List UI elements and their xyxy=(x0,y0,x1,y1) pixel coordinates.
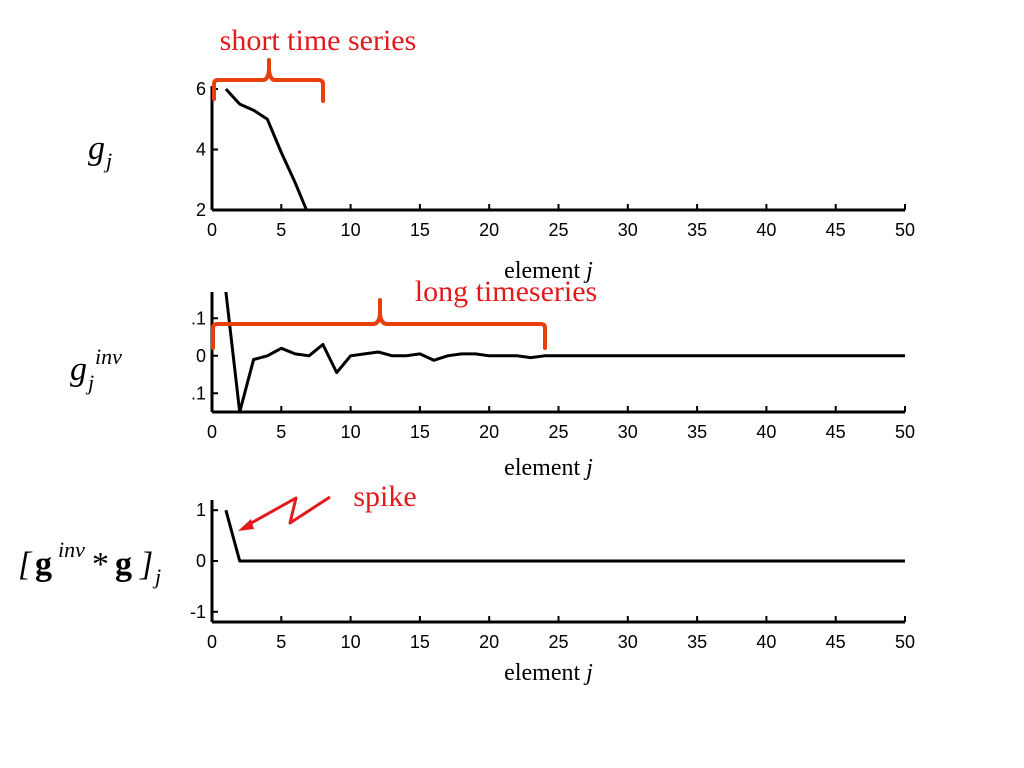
series-line xyxy=(224,291,905,412)
x-tick-label: 5 xyxy=(276,220,286,240)
row-label-middle-base: g xyxy=(70,351,87,388)
x-tick-label: 50 xyxy=(895,632,915,652)
row-label-bottom-open: [ xyxy=(18,546,33,583)
y-tick-label: 6 xyxy=(196,79,206,99)
row-label-middle: g j inv xyxy=(70,344,122,395)
annotation-short: short time series xyxy=(212,24,417,103)
x-tick-label: 40 xyxy=(756,220,776,240)
annotation-long: long timeseries xyxy=(211,275,597,350)
x-tick-label: 0 xyxy=(207,220,217,240)
x-tick-label: 15 xyxy=(410,632,430,652)
x-tick-label: 10 xyxy=(341,220,361,240)
long-bracket xyxy=(211,298,547,350)
x-tick-label: 35 xyxy=(687,220,707,240)
x-tick-label: 5 xyxy=(276,422,286,442)
row-label-top-sub: j xyxy=(103,148,112,173)
row-label-bottom-sub: j xyxy=(152,564,161,589)
row-label-bottom-star: * xyxy=(92,546,109,583)
chart-panel-top: 0 5 10 15 20 25 30 35 40 45 50 2 4 6 element j xyxy=(196,79,915,284)
x-tick-label: 45 xyxy=(826,632,846,652)
y-tick-label: 0 xyxy=(196,346,206,366)
x-tick-label: 20 xyxy=(479,632,499,652)
series-line xyxy=(224,87,309,210)
x-tick-label: 35 xyxy=(687,632,707,652)
x-tick-label: 35 xyxy=(687,422,707,442)
x-tick-label: 50 xyxy=(895,422,915,442)
row-label-bottom: [ g inv * g ] j xyxy=(18,537,161,589)
x-tick-label: 25 xyxy=(548,422,568,442)
row-label-middle-sub: j xyxy=(85,370,94,395)
y-tick-label: -1 xyxy=(190,602,206,622)
x-axis-label: element j xyxy=(504,258,593,284)
x-tick-label: 5 xyxy=(276,632,286,652)
row-label-middle-sup: inv xyxy=(95,344,122,369)
x-tick-label: 0 xyxy=(207,632,217,652)
long-label: long timeseries xyxy=(415,275,597,308)
x-tick-label: 15 xyxy=(410,422,430,442)
spike-arrow xyxy=(245,495,331,528)
x-tick-label: 40 xyxy=(756,422,776,442)
x-tick-label: 20 xyxy=(479,422,499,442)
row-label-top-base: g xyxy=(88,130,105,167)
x-axis-label: element j xyxy=(504,660,593,686)
row-label-bottom-g1: g xyxy=(35,546,52,583)
x-tick-label: 0 xyxy=(207,422,217,442)
x-tick-label: 10 xyxy=(341,632,361,652)
x-tick-label: 30 xyxy=(618,220,638,240)
x-tick-label: 30 xyxy=(618,632,638,652)
x-tick-label: 20 xyxy=(479,220,499,240)
x-tick-label: 40 xyxy=(756,632,776,652)
y-tick-label: 4 xyxy=(196,140,206,160)
x-axis-label: element j xyxy=(504,455,593,481)
short-label: short time series xyxy=(220,24,417,57)
x-tick-label: 45 xyxy=(826,422,846,442)
annotation-spike: spike xyxy=(238,480,417,531)
x-tick-label: 15 xyxy=(410,220,430,240)
y-tick-label: .1 xyxy=(191,383,206,403)
x-tick-label: 10 xyxy=(341,422,361,442)
y-tick-label: 0 xyxy=(196,551,206,571)
x-tick-label: 30 xyxy=(618,422,638,442)
x-tick-label: 25 xyxy=(548,632,568,652)
row-label-top: g j xyxy=(88,130,112,173)
row-label-bottom-g2: g xyxy=(115,546,132,583)
y-tick-label: 1 xyxy=(196,500,206,520)
x-tick-label: 50 xyxy=(895,220,915,240)
row-label-bottom-close: ] xyxy=(139,546,153,583)
x-tick-label: 25 xyxy=(548,220,568,240)
short-bracket xyxy=(212,58,325,103)
spike-arrowhead xyxy=(238,519,254,531)
row-label-bottom-sup: inv xyxy=(58,537,85,562)
spike-label: spike xyxy=(353,480,416,513)
x-tick-label: 45 xyxy=(826,220,846,240)
y-tick-label: .1 xyxy=(191,308,206,328)
series-line xyxy=(224,509,905,563)
y-tick-label: 2 xyxy=(196,200,206,220)
